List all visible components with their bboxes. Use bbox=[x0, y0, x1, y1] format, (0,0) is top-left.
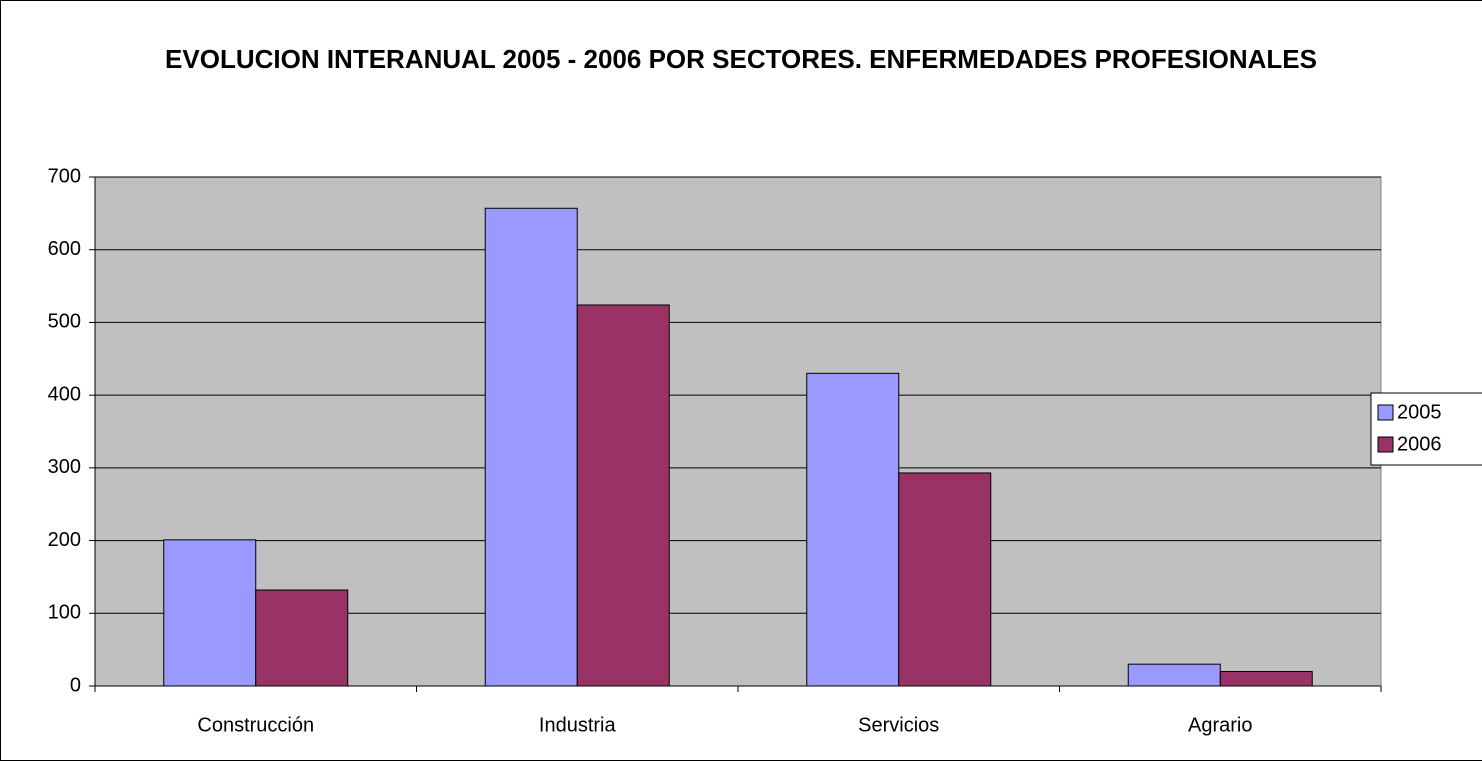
y-tick-label: 400 bbox=[48, 383, 81, 405]
bar bbox=[576, 304, 670, 687]
x-tick-label: Construcción bbox=[197, 714, 314, 736]
bar bbox=[898, 472, 992, 687]
bar bbox=[1219, 670, 1313, 687]
y-tick-label: 600 bbox=[48, 238, 81, 260]
legend-label: 2005 bbox=[1397, 401, 1442, 423]
y-tick-label: 700 bbox=[48, 165, 81, 187]
y-tick-label: 500 bbox=[48, 311, 81, 333]
legend-label: 2006 bbox=[1397, 433, 1442, 455]
legend-swatch bbox=[1377, 404, 1394, 421]
bar bbox=[1127, 663, 1221, 687]
chart-title: EVOLUCION INTERANUAL 2005 - 2006 POR SEC… bbox=[165, 44, 1317, 74]
x-tick-label: Servicios bbox=[858, 714, 939, 736]
bar bbox=[484, 207, 578, 687]
y-tick-label: 200 bbox=[48, 529, 81, 551]
y-tick-label: 300 bbox=[48, 456, 81, 478]
y-tick-label: 0 bbox=[70, 674, 81, 696]
x-tick-label: Industria bbox=[539, 714, 617, 736]
bar bbox=[806, 372, 900, 687]
legend-swatch bbox=[1377, 436, 1394, 453]
x-tick-label: Agrario bbox=[1188, 714, 1252, 736]
y-tick-label: 100 bbox=[48, 602, 81, 624]
bar bbox=[163, 539, 257, 687]
bar bbox=[255, 589, 349, 687]
